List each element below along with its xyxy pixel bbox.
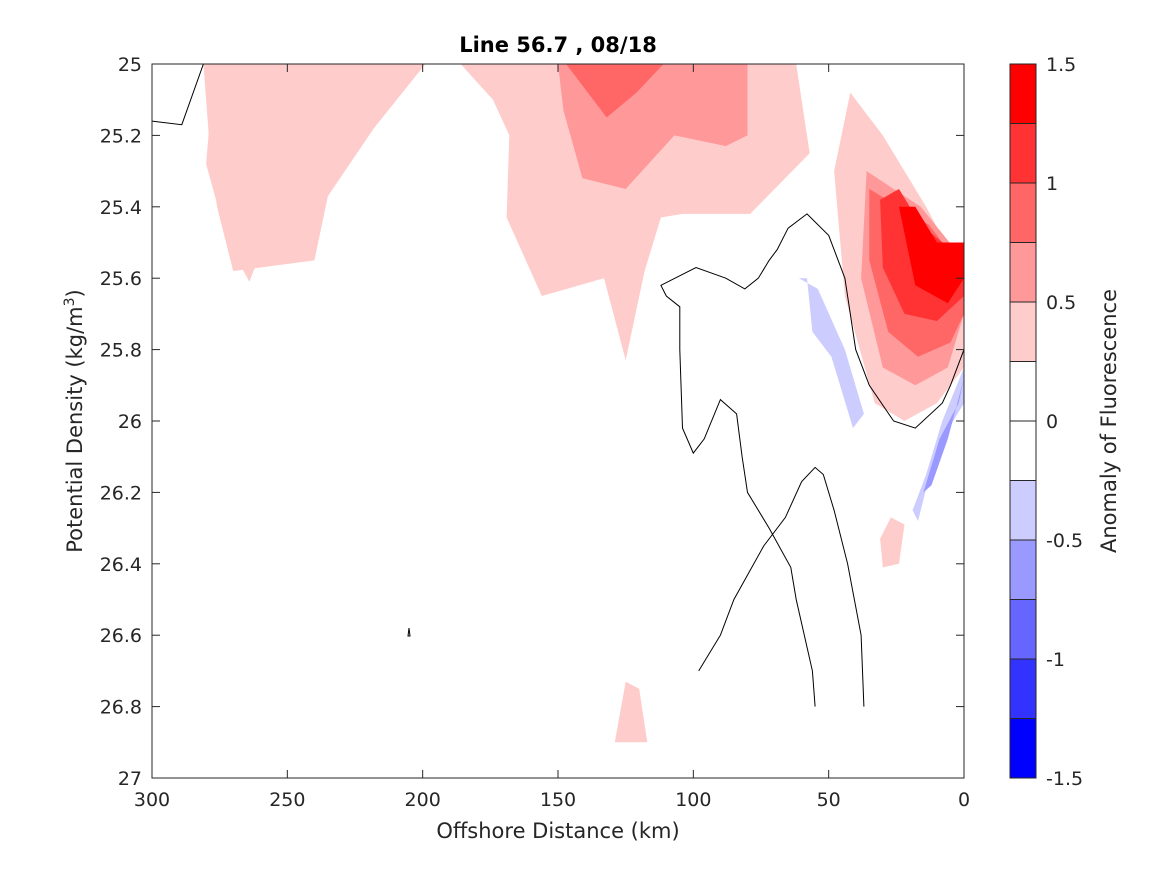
zero-contour-lines xyxy=(152,64,964,707)
chart-title: Line 56.7 , 08/18 xyxy=(459,33,657,57)
y-tick-label: 27 xyxy=(118,768,142,790)
colorbar-cells xyxy=(1010,64,1036,778)
y-tick-label: 26.4 xyxy=(100,554,142,576)
colorbar-tick-label: -1.5 xyxy=(1046,768,1083,790)
colorbar-cell xyxy=(1010,183,1036,243)
contour-line-zero xyxy=(698,466,865,707)
colorbar-cell xyxy=(1010,659,1036,719)
small-contour-mark xyxy=(407,627,411,637)
x-tick-label: 300 xyxy=(134,789,170,811)
colorbar-cell xyxy=(1010,242,1036,302)
y-tick-label: 26 xyxy=(118,411,142,433)
x-tick-label: 50 xyxy=(817,789,841,811)
contour-fill-region xyxy=(880,517,905,568)
colorbar-cell xyxy=(1010,540,1036,600)
colorbar-tick-label: 0 xyxy=(1046,411,1058,433)
x-tick-label: 200 xyxy=(405,789,441,811)
colorbar-cell xyxy=(1010,421,1036,481)
colorbar-cell xyxy=(1010,64,1036,124)
colorbar-tick-label: 0.5 xyxy=(1046,292,1076,314)
contour-fill-region xyxy=(614,681,648,743)
y-tick-label: 25 xyxy=(118,54,142,76)
contour-line-zero xyxy=(152,64,204,126)
y-tick-label: 25.6 xyxy=(100,268,142,290)
contour-fill-region xyxy=(206,64,423,282)
colorbar-tick-label: 1 xyxy=(1046,173,1058,195)
colorbar-cell xyxy=(1010,599,1036,659)
x-axis-ticks: 300 250 200 150 100 50 0 xyxy=(134,64,970,811)
filled-contours xyxy=(203,64,964,743)
x-tick-label: 0 xyxy=(958,789,970,811)
colorbar-tick-label: -0.5 xyxy=(1046,530,1083,552)
y-tick-label: 26.8 xyxy=(100,697,142,719)
colorbar-ticks: 1.5 1 0.5 0 -0.5 -1 -1.5 xyxy=(1046,54,1083,790)
x-tick-label: 250 xyxy=(269,789,305,811)
colorbar-label: Anomaly of Fluorescence xyxy=(1097,289,1121,553)
colorbar-cell xyxy=(1010,361,1036,421)
contour-line-zero xyxy=(660,213,964,707)
colorbar-cell xyxy=(1010,302,1036,362)
y-tick-label: 26.6 xyxy=(100,625,142,647)
y-tick-label: 26.2 xyxy=(100,482,142,504)
colorbar-tick-label: 1.5 xyxy=(1046,54,1076,76)
x-axis-label: Offshore Distance (km) xyxy=(436,819,679,843)
y-axis-label-superscript: 3 xyxy=(62,297,78,306)
colorbar-frame xyxy=(1009,63,1037,779)
y-axis-label: Potential Density (kg/m3) xyxy=(62,289,87,553)
x-tick-label: 100 xyxy=(675,789,711,811)
y-axis-label-prefix: Potential Density (kg/m xyxy=(63,306,87,552)
colorbar-cell xyxy=(1010,123,1036,183)
contour-fill-region xyxy=(566,64,664,118)
contour-fill-region xyxy=(798,278,864,429)
colorbar-cell xyxy=(1010,480,1036,540)
y-tick-label: 25.8 xyxy=(100,340,142,362)
colorbar-tick-label: -1 xyxy=(1046,649,1065,671)
y-axis-ticks: 25 25.2 25.4 25.6 25.8 26 26.2 26.4 26.6 26.8 27 xyxy=(100,54,964,790)
colorbar: 1.5 1 0.5 0 -0.5 -1 -1.5 xyxy=(1009,54,1083,790)
y-axis-label-suffix: ) xyxy=(63,289,87,297)
contour-fill-region xyxy=(923,378,964,493)
y-tick-label: 25.4 xyxy=(100,197,142,219)
contour-fill-region xyxy=(899,206,964,304)
colorbar-cell xyxy=(1010,718,1036,778)
x-tick-label: 150 xyxy=(540,789,576,811)
plot-area: 300 250 200 150 100 50 0 2525.225.425.625.8262… xyxy=(100,54,970,811)
y-tick-label: 25.2 xyxy=(100,125,142,147)
